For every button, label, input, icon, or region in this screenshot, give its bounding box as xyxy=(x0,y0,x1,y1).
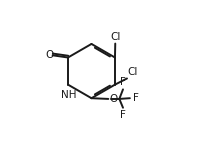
Text: O: O xyxy=(45,50,54,60)
Text: O: O xyxy=(110,94,118,104)
Text: F: F xyxy=(121,110,126,120)
Text: Cl: Cl xyxy=(110,32,121,42)
Text: Cl: Cl xyxy=(128,67,138,77)
Text: F: F xyxy=(121,77,126,87)
Text: F: F xyxy=(133,93,138,103)
Text: NH: NH xyxy=(61,90,76,100)
